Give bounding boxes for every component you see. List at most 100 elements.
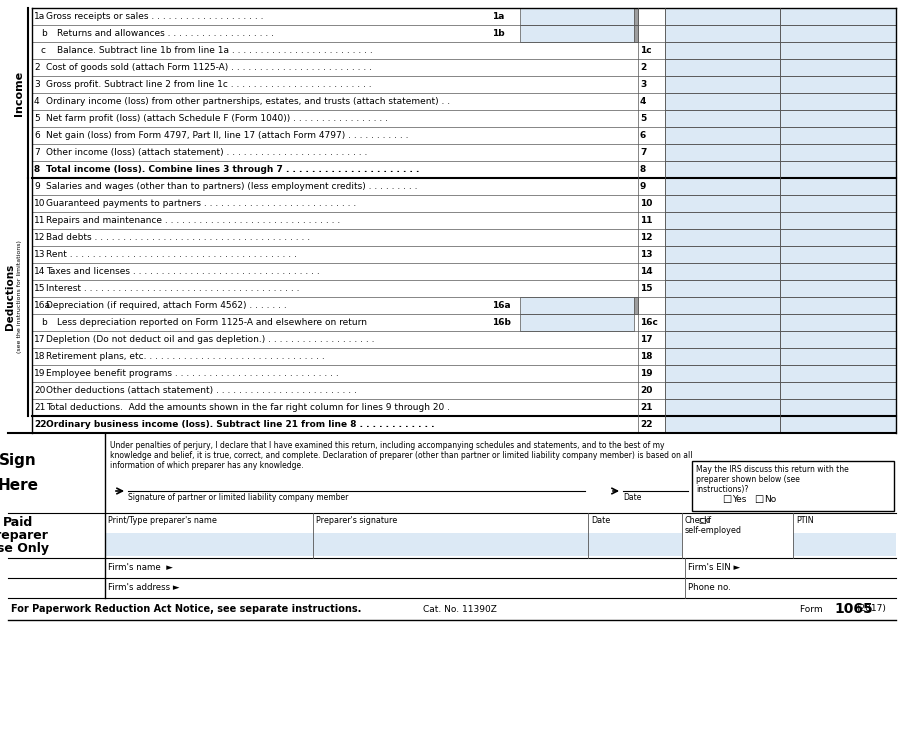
- Text: May the IRS discuss this return with the: May the IRS discuss this return with the: [695, 465, 848, 474]
- Text: 16c: 16c: [640, 318, 658, 327]
- Text: 12: 12: [640, 233, 652, 242]
- Bar: [664, 331, 779, 348]
- Bar: [633, 297, 638, 314]
- Text: 5: 5: [640, 114, 646, 123]
- Text: 21: 21: [34, 403, 45, 412]
- Text: 13: 13: [34, 250, 45, 259]
- Text: Yes: Yes: [732, 494, 746, 503]
- Bar: [664, 280, 779, 297]
- Bar: [664, 365, 779, 382]
- Text: 9: 9: [640, 182, 646, 191]
- Bar: [664, 348, 779, 365]
- Text: 20: 20: [640, 386, 651, 395]
- Text: 8: 8: [640, 165, 646, 174]
- Bar: [779, 263, 895, 280]
- Bar: [520, 8, 633, 25]
- Text: Firm's name  ►: Firm's name ►: [108, 563, 172, 573]
- Text: self-employed: self-employed: [685, 526, 741, 535]
- Text: 18: 18: [640, 352, 652, 361]
- Text: Income: Income: [14, 70, 24, 116]
- Bar: [664, 8, 779, 25]
- Text: 14: 14: [640, 267, 652, 276]
- Text: 3: 3: [34, 80, 40, 89]
- Text: □: □: [753, 494, 762, 504]
- Text: 7: 7: [640, 148, 646, 157]
- Bar: [664, 399, 779, 416]
- Bar: [779, 212, 895, 229]
- Text: 1a: 1a: [492, 12, 504, 21]
- Text: Total deductions.  Add the amounts shown in the far right column for lines 9 thr: Total deductions. Add the amounts shown …: [46, 403, 449, 412]
- Bar: [779, 314, 895, 331]
- Bar: [779, 93, 895, 110]
- Bar: [779, 76, 895, 93]
- Bar: [664, 178, 779, 195]
- Text: Guaranteed payments to partners . . . . . . . . . . . . . . . . . . . . . . . . : Guaranteed payments to partners . . . . …: [46, 199, 356, 208]
- Text: Rent . . . . . . . . . . . . . . . . . . . . . . . . . . . . . . . . . . . . . .: Rent . . . . . . . . . . . . . . . . . .…: [46, 250, 297, 259]
- Text: Other income (loss) (attach statement) . . . . . . . . . . . . . . . . . . . . .: Other income (loss) (attach statement) .…: [46, 148, 367, 157]
- Text: (2017): (2017): [855, 605, 885, 614]
- Text: c: c: [41, 46, 46, 55]
- Bar: [779, 59, 895, 76]
- Text: instructions)?: instructions)?: [695, 485, 748, 494]
- Text: Preparer: Preparer: [0, 529, 49, 542]
- Text: 1c: 1c: [640, 46, 651, 55]
- Text: Depreciation (if required, attach Form 4562) . . . . . . .: Depreciation (if required, attach Form 4…: [46, 301, 287, 310]
- Bar: [779, 195, 895, 212]
- Bar: [779, 280, 895, 297]
- Text: information of which preparer has any knowledge.: information of which preparer has any kn…: [110, 461, 303, 470]
- Text: Gross profit. Subtract line 2 from line 1c . . . . . . . . . . . . . . . . . . .: Gross profit. Subtract line 2 from line …: [46, 80, 372, 89]
- Text: 14: 14: [34, 267, 45, 276]
- Text: Taxes and licenses . . . . . . . . . . . . . . . . . . . . . . . . . . . . . . .: Taxes and licenses . . . . . . . . . . .…: [46, 267, 319, 276]
- Text: Other deductions (attach statement) . . . . . . . . . . . . . . . . . . . . . . : Other deductions (attach statement) . . …: [46, 386, 356, 395]
- Text: Ordinary income (loss) from other partnerships, estates, and trusts (attach stat: Ordinary income (loss) from other partne…: [46, 97, 449, 106]
- Text: Retirement plans, etc. . . . . . . . . . . . . . . . . . . . . . . . . . . . . .: Retirement plans, etc. . . . . . . . . .…: [46, 352, 325, 361]
- Bar: [664, 229, 779, 246]
- Bar: [779, 144, 895, 161]
- Bar: [664, 195, 779, 212]
- Text: For Paperwork Reduction Act Notice, see separate instructions.: For Paperwork Reduction Act Notice, see …: [11, 604, 361, 614]
- Text: 16b: 16b: [492, 318, 511, 327]
- Bar: [520, 297, 633, 314]
- Bar: [779, 246, 895, 263]
- Text: Signature of partner or limited liability company member: Signature of partner or limited liabilit…: [128, 493, 348, 502]
- Text: 12: 12: [34, 233, 45, 242]
- Text: 15: 15: [34, 284, 45, 293]
- Text: Preparer's signature: Preparer's signature: [316, 516, 397, 525]
- Bar: [779, 178, 895, 195]
- Text: 10: 10: [640, 199, 651, 208]
- Text: 8: 8: [34, 165, 41, 174]
- Bar: [313, 534, 587, 556]
- Bar: [779, 42, 895, 59]
- Text: Depletion (Do not deduct oil and gas depletion.) . . . . . . . . . . . . . . . .: Depletion (Do not deduct oil and gas dep…: [46, 335, 374, 344]
- Text: Under penalties of perjury, I declare that I have examined this return, includin: Under penalties of perjury, I declare th…: [110, 441, 664, 450]
- Bar: [779, 348, 895, 365]
- Text: Form: Form: [799, 605, 825, 614]
- Text: (see the instructions for limitations): (see the instructions for limitations): [17, 241, 23, 353]
- Text: Firm's EIN ►: Firm's EIN ►: [687, 563, 740, 573]
- Text: Gross receipts or sales . . . . . . . . . . . . . . . . . . . .: Gross receipts or sales . . . . . . . . …: [46, 12, 263, 21]
- Bar: [779, 297, 895, 314]
- Text: Bad debts . . . . . . . . . . . . . . . . . . . . . . . . . . . . . . . . . . . : Bad debts . . . . . . . . . . . . . . . …: [46, 233, 309, 242]
- Bar: [664, 42, 779, 59]
- Text: Interest . . . . . . . . . . . . . . . . . . . . . . . . . . . . . . . . . . . .: Interest . . . . . . . . . . . . . . . .…: [46, 284, 299, 293]
- Text: 7: 7: [34, 148, 40, 157]
- Text: Print/Type preparer's name: Print/Type preparer's name: [108, 516, 216, 525]
- Text: Less depreciation reported on Form 1125-A and elsewhere on return: Less depreciation reported on Form 1125-…: [57, 318, 366, 327]
- Text: 13: 13: [640, 250, 652, 259]
- Bar: [633, 8, 638, 25]
- Bar: [779, 229, 895, 246]
- Text: Sign: Sign: [0, 453, 37, 468]
- Bar: [779, 365, 895, 382]
- Bar: [664, 144, 779, 161]
- Bar: [664, 314, 779, 331]
- Text: Balance. Subtract line 1b from line 1a . . . . . . . . . . . . . . . . . . . . .: Balance. Subtract line 1b from line 1a .…: [57, 46, 373, 55]
- Text: b: b: [41, 318, 47, 327]
- Text: 4: 4: [34, 97, 40, 106]
- Text: 4: 4: [640, 97, 646, 106]
- Text: No: No: [763, 494, 776, 503]
- Text: 10: 10: [34, 199, 45, 208]
- Text: Paid: Paid: [3, 516, 33, 529]
- Text: 17: 17: [640, 335, 652, 344]
- Bar: [779, 127, 895, 144]
- Text: Net farm profit (loss) (attach Schedule F (Form 1040)) . . . . . . . . . . . . .: Net farm profit (loss) (attach Schedule …: [46, 114, 388, 123]
